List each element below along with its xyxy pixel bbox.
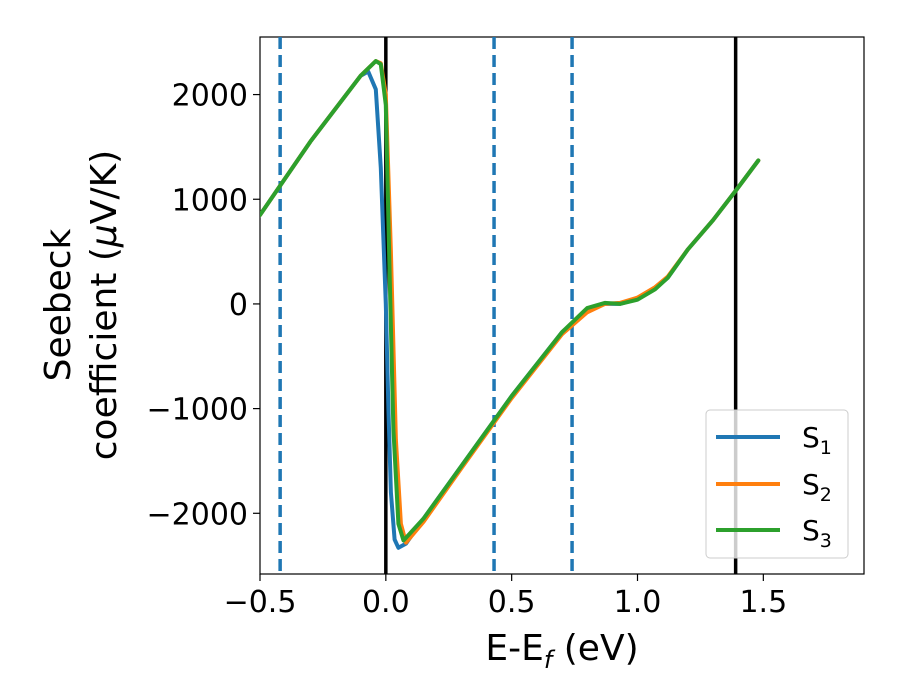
x-tick-label: 0.5 xyxy=(488,585,536,620)
legend-label-s1: S1 xyxy=(802,421,832,459)
y-tick-label: 2000 xyxy=(172,79,248,114)
y-axis-label-mu: μ xyxy=(84,224,125,248)
y-tick-label: 1000 xyxy=(172,183,248,218)
legend-label-s2: S2 xyxy=(802,468,832,506)
legend-label-s3: S3 xyxy=(802,514,832,552)
y-axis-label-line2: coefficient (μV/K) xyxy=(84,150,125,460)
x-tick-label: 0.0 xyxy=(362,585,410,620)
x-tick-label: 1.5 xyxy=(739,585,787,620)
x-tick-label: 1.0 xyxy=(614,585,662,620)
y-tick-label: −1000 xyxy=(147,393,248,428)
y-axis-label-line1: Seebeck xyxy=(38,228,79,381)
series-line-s3 xyxy=(260,59,761,543)
y-tick-label: −2000 xyxy=(147,497,248,532)
x-tick-label: −0.5 xyxy=(224,585,297,620)
legend: S1 S2 S3 xyxy=(705,409,849,559)
x-axis-label: E-Ef (eV) xyxy=(485,628,638,674)
y-tick-label: 0 xyxy=(229,288,248,323)
